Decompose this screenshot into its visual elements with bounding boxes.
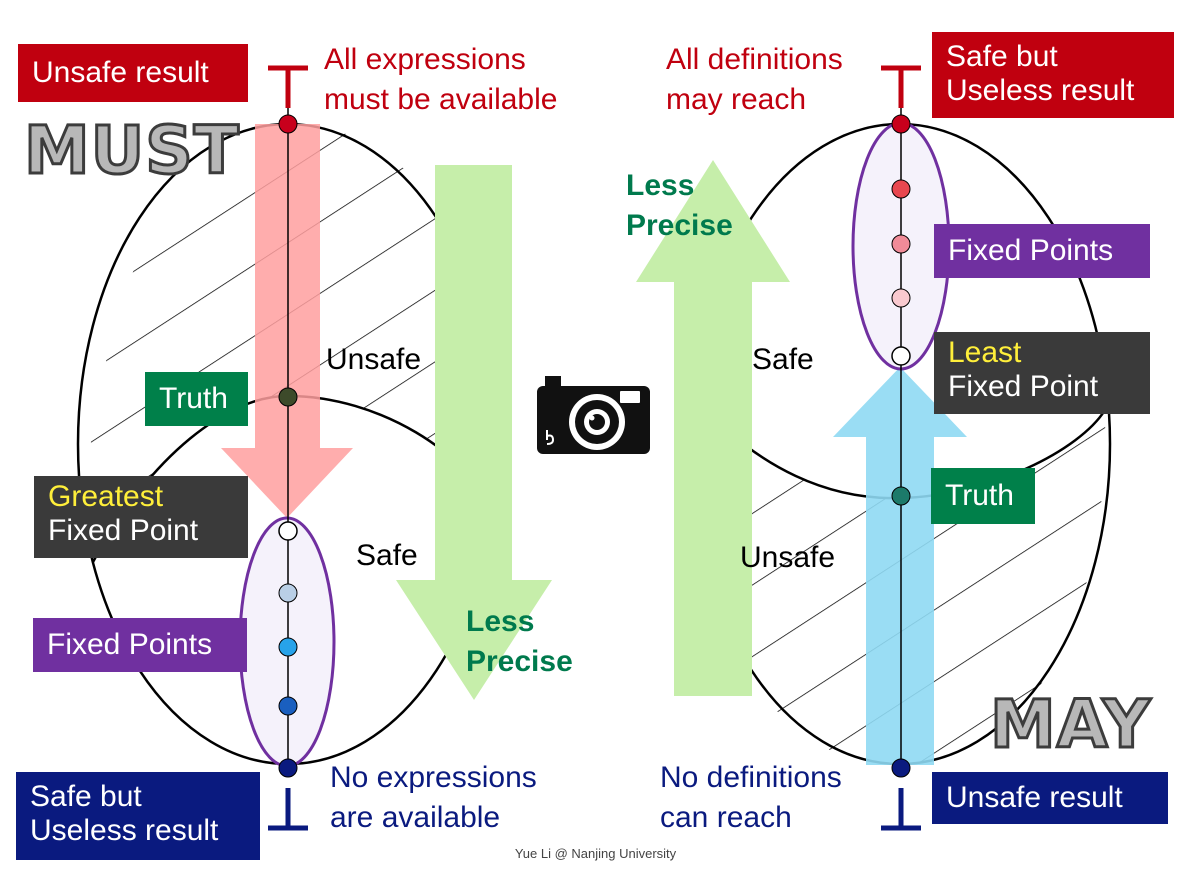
must-bottom-caption-line2: are available bbox=[330, 801, 501, 834]
camera-icon bbox=[537, 376, 650, 454]
may-region-lower-label: Unsafe bbox=[740, 541, 836, 574]
may-mode-label: MAY bbox=[988, 685, 1152, 765]
may-top-result-line1: Safe but bbox=[946, 40, 1058, 73]
may-precision-line2: Precise bbox=[626, 209, 733, 242]
must-fixed-point-node-3 bbox=[278, 696, 298, 716]
may-truth-label: Truth bbox=[945, 479, 1014, 512]
may-ascent-arrow bbox=[833, 367, 967, 765]
must-region-lower-label: Safe bbox=[356, 539, 418, 572]
must-bottom-caption: No expressions are available bbox=[330, 758, 537, 838]
may-top-result-box: Safe but Useless result bbox=[932, 32, 1174, 118]
must-fixed-point-node-2 bbox=[278, 637, 298, 657]
may-fixed-points-box: Fixed Points bbox=[934, 224, 1150, 278]
may-bottom-caption-line1: No definitions bbox=[660, 761, 842, 794]
must-top-result-box: Unsafe result bbox=[18, 44, 248, 102]
must-top-caption-line2: must be available bbox=[324, 83, 558, 116]
must-precision-arrow bbox=[396, 165, 552, 700]
must-precision-line1: Less bbox=[466, 605, 535, 638]
footer-credit: Yue Li @ Nanjing University bbox=[514, 846, 677, 861]
may-least-fixed-point-node bbox=[891, 346, 911, 366]
must-bottom-result-line1: Safe but bbox=[30, 780, 142, 813]
must-top-caption-line1: All expressions bbox=[324, 43, 526, 76]
may-fixed-point-node-2 bbox=[891, 234, 911, 254]
may-bottom-caption-line2: can reach bbox=[660, 801, 792, 834]
may-least-fixed-point-box: Least Fixed Point bbox=[934, 332, 1150, 414]
must-bottom-node bbox=[278, 758, 298, 778]
may-fixed-point-label: Fixed Point bbox=[948, 370, 1099, 403]
must-lattice bbox=[76, 65, 552, 831]
may-truth-box: Truth bbox=[931, 468, 1035, 524]
may-precision-label: Less Precise bbox=[626, 166, 733, 246]
may-least-label: Least bbox=[948, 336, 1022, 369]
must-truth-box: Truth bbox=[145, 372, 248, 426]
may-fixed-point-node-1 bbox=[891, 179, 911, 199]
may-top-caption: All definitions may reach bbox=[666, 40, 843, 120]
must-precision-label: Less Precise bbox=[466, 602, 573, 682]
may-bottom-node bbox=[891, 758, 911, 778]
must-mode-label: MUST bbox=[23, 111, 241, 191]
must-region-upper-label: Unsafe bbox=[326, 343, 422, 376]
may-bottom-result-label: Unsafe result bbox=[946, 781, 1123, 814]
may-truth-node bbox=[891, 486, 911, 506]
must-bottom-result-line2: Useless result bbox=[30, 814, 219, 847]
must-top-node bbox=[278, 114, 298, 134]
may-fixed-points-label: Fixed Points bbox=[948, 234, 1114, 267]
must-top-result-label: Unsafe result bbox=[32, 56, 209, 89]
must-truth-label: Truth bbox=[159, 382, 228, 415]
must-greatest-fixed-point-node bbox=[278, 521, 298, 541]
may-bottom-caption: No definitions can reach bbox=[660, 758, 842, 838]
must-precision-line2: Precise bbox=[466, 645, 573, 678]
may-top-caption-line1: All definitions bbox=[666, 43, 843, 76]
may-region-upper-label: Safe bbox=[752, 343, 814, 376]
must-truth-node bbox=[278, 387, 298, 407]
must-fixed-point-label: Fixed Point bbox=[48, 514, 199, 547]
may-precision-line1: Less bbox=[626, 169, 695, 202]
may-top-node bbox=[891, 114, 911, 134]
may-fixed-point-node-3 bbox=[891, 288, 911, 308]
must-bottom-result-box: Safe but Useless result bbox=[16, 772, 260, 860]
must-top-caption: All expressions must be available bbox=[324, 40, 557, 120]
must-fixed-points-label: Fixed Points bbox=[47, 628, 213, 661]
must-descent-arrow bbox=[221, 124, 353, 518]
may-top-caption-line2: may reach bbox=[666, 83, 807, 116]
must-bottom-caption-line1: No expressions bbox=[330, 761, 537, 794]
must-fixed-point-node-1 bbox=[278, 583, 298, 603]
must-greatest-fixed-point-box: Greatest Fixed Point bbox=[34, 476, 248, 558]
may-precision-arrow bbox=[636, 160, 790, 696]
must-fixed-points-box: Fixed Points bbox=[33, 618, 247, 672]
must-greatest-label: Greatest bbox=[48, 480, 164, 513]
may-bottom-result-box: Unsafe result bbox=[932, 772, 1168, 824]
may-top-result-line2: Useless result bbox=[946, 74, 1135, 107]
